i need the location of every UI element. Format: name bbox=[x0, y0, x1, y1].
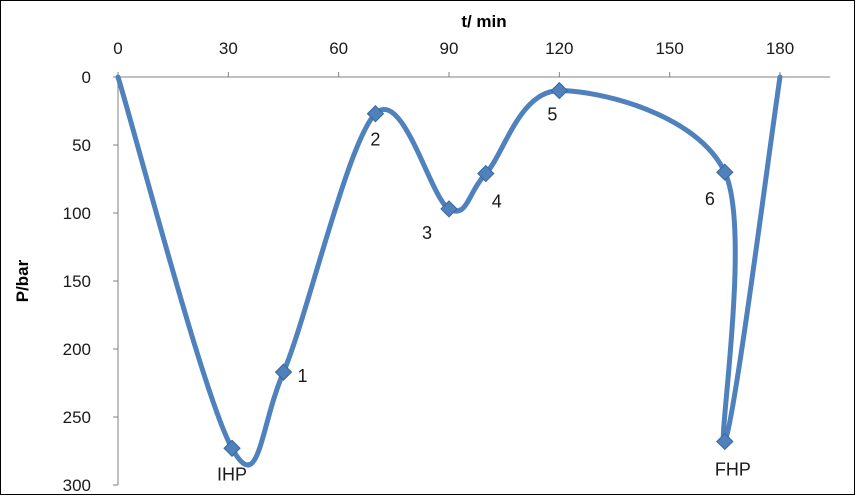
y-axis-title: P/bar bbox=[13, 259, 32, 302]
data-label: 3 bbox=[422, 223, 432, 243]
x-tick-label: 0 bbox=[113, 39, 122, 58]
x-tick-label: 60 bbox=[329, 39, 348, 58]
data-point bbox=[716, 163, 734, 181]
data-label: IHP bbox=[217, 464, 247, 484]
data-point bbox=[440, 200, 458, 218]
x-tick-label: 120 bbox=[545, 39, 573, 58]
x-tick-label: 180 bbox=[766, 39, 794, 58]
data-point bbox=[550, 81, 569, 100]
data-point bbox=[716, 432, 734, 451]
y-tick-label: 250 bbox=[63, 408, 91, 427]
data-label: 2 bbox=[370, 130, 380, 150]
x-tick-label: 150 bbox=[655, 39, 683, 58]
data-label: 1 bbox=[298, 366, 308, 386]
data-point bbox=[274, 363, 293, 381]
data-label: 6 bbox=[705, 189, 715, 209]
data-point bbox=[366, 105, 385, 123]
data-point bbox=[477, 164, 495, 183]
data-label: FHP bbox=[715, 459, 751, 479]
data-label: 5 bbox=[547, 105, 557, 125]
y-tick-label: 0 bbox=[82, 68, 91, 87]
y-tick-label: 150 bbox=[63, 272, 91, 291]
series-line bbox=[115, 74, 783, 468]
x-axis-ticks: 0 30 60 90 120 150 180 bbox=[113, 39, 794, 77]
x-tick-label: 90 bbox=[440, 39, 459, 58]
data-label: 4 bbox=[492, 192, 502, 212]
y-tick-label: 50 bbox=[72, 136, 91, 155]
x-tick-label: 30 bbox=[219, 39, 238, 58]
y-axis-ticks: 0 50 100 150 200 250 300 bbox=[63, 68, 118, 495]
y-tick-label: 200 bbox=[63, 340, 91, 359]
y-tick-label: 100 bbox=[63, 204, 91, 223]
y-tick-label: 300 bbox=[63, 476, 91, 495]
x-axis-title: t/ min bbox=[461, 12, 506, 31]
data-point bbox=[223, 439, 241, 457]
plot-area: IHP 1 2 3 4 5 6 FHP bbox=[115, 74, 783, 484]
